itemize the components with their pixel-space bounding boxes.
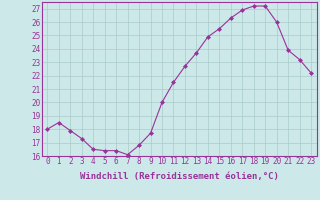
X-axis label: Windchill (Refroidissement éolien,°C): Windchill (Refroidissement éolien,°C) [80, 172, 279, 181]
